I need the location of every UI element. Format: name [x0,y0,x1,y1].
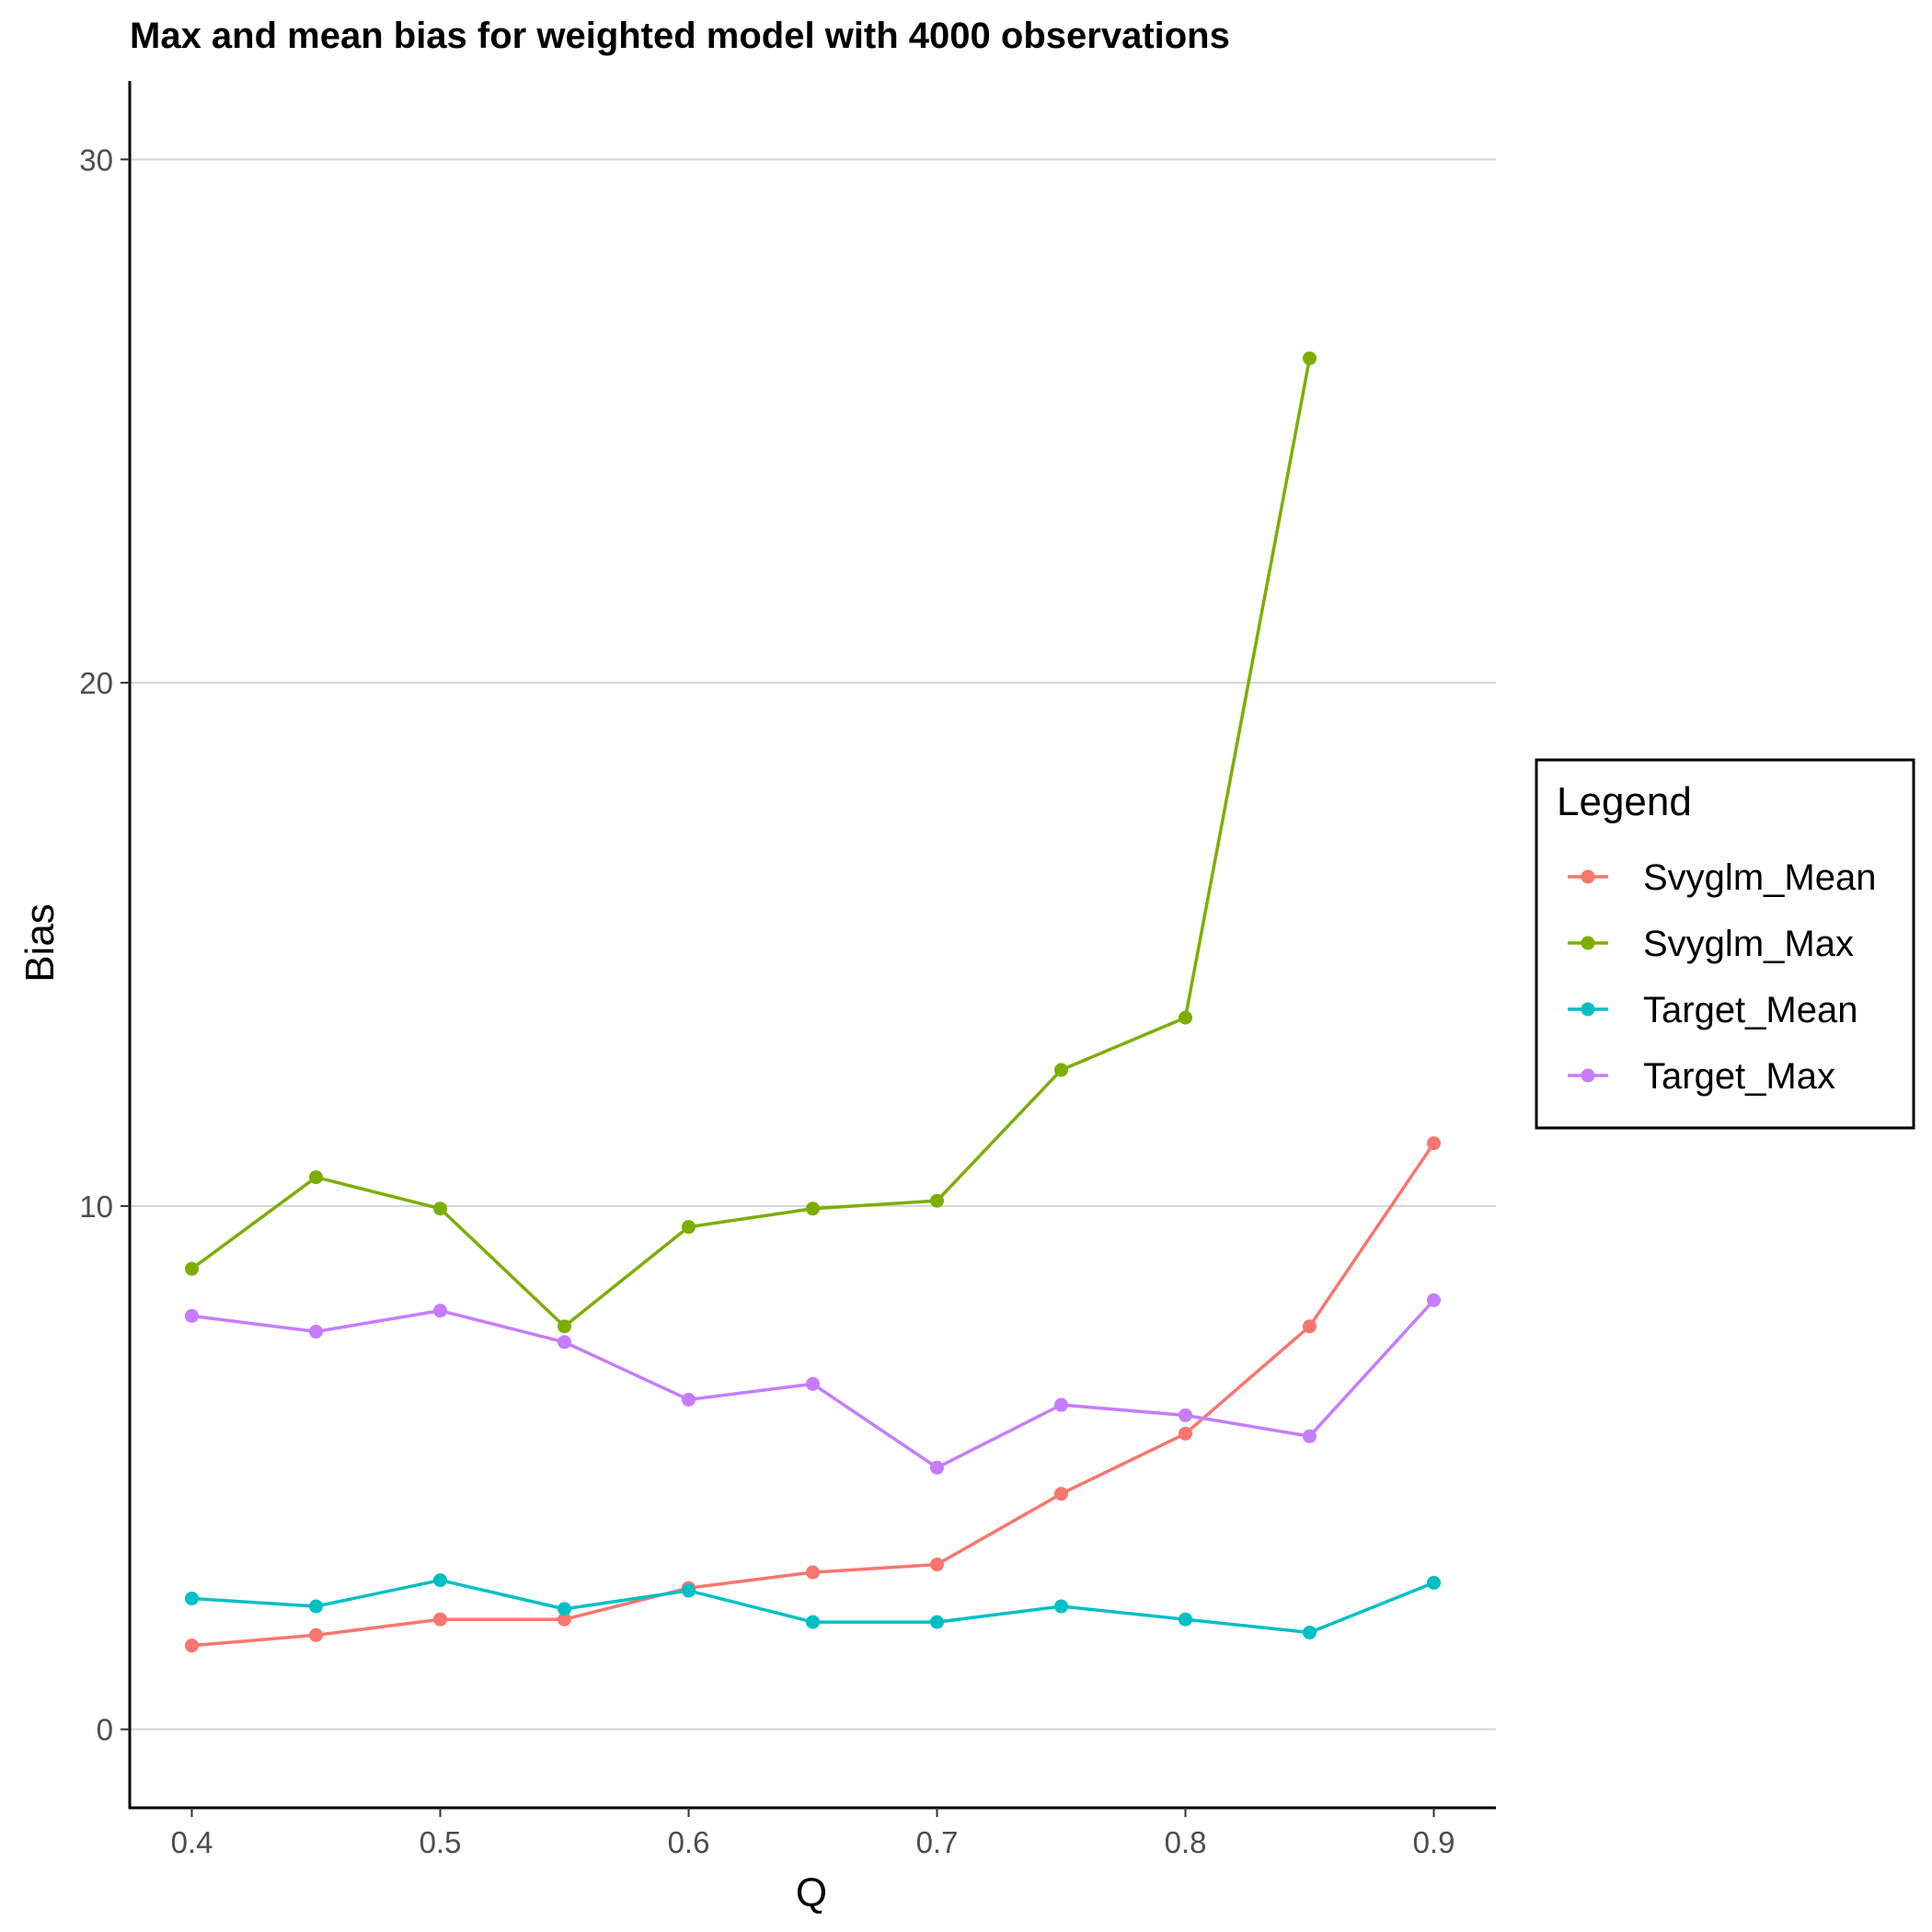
data-point-target-max [1179,1408,1192,1422]
data-point-svyglm-mean [558,1612,571,1627]
legend-label-svyglm-max: Svyglm_Max [1643,924,1854,964]
data-point-target-max [682,1392,696,1407]
data-point-target-mean [558,1602,571,1616]
data-point-svyglm-mean [1179,1426,1192,1441]
data-point-svyglm-max [1303,351,1317,365]
data-point-target-mean [185,1591,199,1605]
series-target-max [185,1293,1441,1475]
legend-key-point-target-max [1581,1068,1595,1083]
data-point-target-mean [1179,1612,1192,1627]
data-point-svyglm-mean [309,1627,323,1642]
legend-key-point-svyglm-mean [1581,869,1595,884]
legend-label-target-mean: Target_Mean [1643,990,1857,1030]
data-point-svyglm-max [930,1193,944,1208]
legend-label-svyglm-mean: Svyglm_Mean [1643,857,1876,898]
data-point-target-max [930,1460,944,1475]
x-axis-ticks: 0.4 0.5 0.6 0.7 0.8 0.9 [171,1808,1455,1859]
legend-key-point-target-mean [1581,1002,1595,1017]
x-axis-title: Q [796,1870,827,1915]
series-svyglm-mean [185,1136,1441,1653]
data-point-svyglm-max [185,1261,199,1276]
data-point-svyglm-mean [1054,1487,1068,1501]
x-tick-label: 0.5 [420,1825,462,1859]
data-point-svyglm-max [806,1202,820,1216]
data-point-svyglm-max [558,1319,571,1334]
data-point-target-mean [806,1615,820,1629]
data-point-svyglm-mean [930,1558,944,1572]
legend-title: Legend [1557,779,1692,824]
x-tick-label: 0.8 [1165,1825,1207,1859]
data-point-target-max [1427,1293,1441,1307]
data-point-target-mean [1054,1599,1068,1614]
y-axis-ticks: 0 10 20 30 [79,143,130,1747]
data-point-target-mean [682,1583,696,1598]
data-point-target-mean [1303,1625,1317,1639]
data-point-svyglm-mean [806,1565,820,1580]
legend-label-target-max: Target_Max [1643,1056,1835,1097]
axes [128,81,1496,1810]
data-point-target-max [558,1335,571,1350]
data-series [185,351,1441,1653]
x-tick-label: 0.9 [1413,1825,1455,1859]
x-tick-label: 0.7 [916,1825,959,1859]
series-target-mean [185,1573,1441,1639]
data-point-target-max [806,1376,820,1391]
y-tick-label: 0 [97,1713,113,1747]
x-tick-label: 0.4 [171,1825,213,1859]
series-svyglm-max [185,351,1317,1334]
data-point-svyglm-mean [433,1612,447,1627]
data-point-target-mean [309,1599,323,1614]
data-point-target-mean [1427,1575,1441,1590]
data-point-svyglm-max [433,1202,447,1216]
chart-title: Max and mean bias for weighted model wit… [130,16,1230,56]
y-tick-label: 30 [79,143,113,177]
gridlines [130,158,1496,1731]
data-point-svyglm-mean [1303,1319,1317,1334]
data-point-svyglm-max [682,1220,696,1235]
y-tick-label: 20 [79,666,113,700]
series-line-svyglm-max [190,358,1312,1328]
data-point-target-max [185,1308,199,1323]
y-tick-label: 10 [79,1190,113,1224]
data-point-svyglm-max [309,1170,323,1185]
data-point-svyglm-max [1179,1010,1192,1025]
y-axis-title: Bias [17,903,63,983]
data-point-target-max [433,1304,447,1318]
x-tick-label: 0.6 [668,1825,710,1859]
data-point-target-mean [930,1615,944,1629]
legend-items: Svyglm_Mean Svyglm_Max Target_Mean Target_M… [1568,857,1876,1097]
data-point-svyglm-mean [1427,1136,1441,1151]
legend: Legend Svyglm_Mean Svyglm_Max Target_Mean T… [1535,758,1915,1130]
data-point-svyglm-mean [185,1639,199,1653]
data-point-target-max [1303,1429,1317,1443]
legend-key-point-svyglm-max [1581,936,1595,950]
data-point-target-max [1054,1397,1068,1412]
data-point-target-mean [433,1573,447,1588]
data-point-svyglm-max [1054,1063,1068,1077]
data-point-target-max [309,1324,323,1339]
